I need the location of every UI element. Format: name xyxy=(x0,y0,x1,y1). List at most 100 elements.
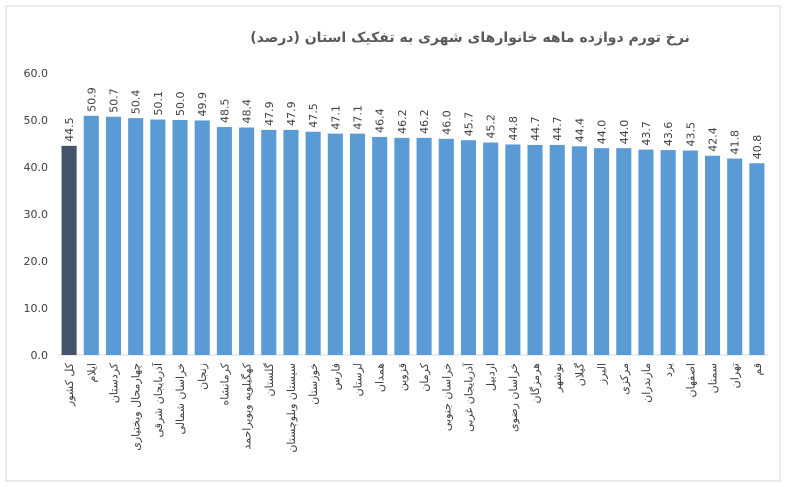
x-tick-label: چهارمحال وبختیاری xyxy=(130,363,143,451)
value-label: 44.7 xyxy=(529,116,542,141)
value-label: 44.5 xyxy=(63,117,76,142)
x-tick-label: ایلام xyxy=(85,363,98,383)
bar xyxy=(239,127,255,356)
x-tick-label: کرمان xyxy=(418,362,431,391)
bar xyxy=(305,131,321,355)
y-tick-label: 60.0 xyxy=(24,67,49,80)
y-tick-label: 10.0 xyxy=(24,302,49,315)
x-tick-label: زنجان xyxy=(196,363,209,390)
value-label: 50.0 xyxy=(174,92,187,117)
bar xyxy=(638,149,654,355)
value-label: 44.4 xyxy=(573,118,586,143)
bar xyxy=(549,144,565,355)
x-tick-label: گیلان xyxy=(573,362,586,386)
value-label: 47.1 xyxy=(352,105,365,130)
x-tick-label: خراسان شمالی xyxy=(174,363,187,435)
value-label: 46.2 xyxy=(396,109,409,134)
value-label: 46.2 xyxy=(418,109,431,134)
x-tick-label: هرمزگان xyxy=(529,363,542,404)
bar xyxy=(416,137,432,355)
value-label: 47.5 xyxy=(307,103,320,128)
value-label: 46.0 xyxy=(440,110,453,135)
value-label: 49.9 xyxy=(196,92,209,117)
x-tick-label: اصفهان xyxy=(684,363,697,397)
bar xyxy=(460,140,477,355)
x-tick-label: مرکزی xyxy=(618,363,631,395)
value-label: 44.0 xyxy=(596,120,609,145)
y-tick-label: 50.0 xyxy=(24,114,49,127)
value-label: 48.5 xyxy=(218,99,231,124)
value-label: 50.4 xyxy=(130,90,143,115)
value-label: 50.1 xyxy=(152,91,165,116)
bar xyxy=(616,148,632,355)
value-label: 43.5 xyxy=(684,122,697,147)
bar xyxy=(150,119,166,355)
x-tick-label: مازندران xyxy=(640,363,653,403)
value-label: 45.7 xyxy=(462,112,475,137)
x-tick-label: خوزستان xyxy=(307,363,320,405)
x-tick-label: اردبیل xyxy=(485,363,498,391)
bar xyxy=(83,115,99,356)
y-tick-label: 20.0 xyxy=(24,255,49,268)
x-tick-label: کردستان xyxy=(107,362,120,403)
bar xyxy=(327,133,343,355)
x-tick-label: آذربایجان شرقی xyxy=(151,362,165,437)
bar xyxy=(483,142,499,355)
value-label: 43.6 xyxy=(662,122,675,147)
value-label: 41.8 xyxy=(729,130,742,155)
x-tick-label: لرستان xyxy=(352,363,365,396)
x-tick-label: خراسان جنوبی xyxy=(440,363,453,431)
value-label: 44.7 xyxy=(551,116,564,141)
bar xyxy=(394,137,410,355)
bar xyxy=(128,118,144,356)
chart-title: نرخ تورم دوازده ماهه خانوارهای شهری به ت… xyxy=(250,30,690,46)
value-label: 40.8 xyxy=(751,135,764,160)
x-tick-label: خراسان رضوی xyxy=(507,363,520,432)
value-label: 46.4 xyxy=(374,108,387,133)
value-label: 45.2 xyxy=(485,114,498,139)
bar xyxy=(704,155,721,355)
bar xyxy=(749,163,765,355)
x-tick-label: یزد xyxy=(662,363,675,377)
bar xyxy=(505,144,521,355)
y-tick-label: 0.0 xyxy=(31,349,49,362)
x-tick-label: بوشهر xyxy=(551,363,564,393)
bar xyxy=(438,138,454,355)
bar xyxy=(172,120,188,355)
x-tick-label: آذربایجان غربی xyxy=(461,362,475,432)
bar xyxy=(349,133,366,355)
bar xyxy=(261,129,277,355)
value-label: 50.7 xyxy=(107,88,120,113)
x-tick-label: گلستان xyxy=(263,362,276,396)
value-label: 44.0 xyxy=(618,120,631,145)
bar xyxy=(194,120,210,355)
x-tick-label: کرمانشاه xyxy=(218,362,231,405)
x-tick-label: قم xyxy=(751,363,764,376)
x-tick-label: فارس xyxy=(329,363,342,390)
bar xyxy=(660,150,676,355)
bar xyxy=(727,158,743,355)
value-label: 44.8 xyxy=(507,116,520,141)
value-label: 47.9 xyxy=(263,101,276,126)
x-tick-label: کهگیلویه وبویراحمد xyxy=(241,362,254,449)
y-tick-label: 40.0 xyxy=(24,161,49,174)
x-tick-label: تهران xyxy=(729,363,742,388)
value-label: 48.4 xyxy=(241,99,254,124)
bar xyxy=(105,116,122,356)
value-label: 42.4 xyxy=(707,127,720,152)
bar xyxy=(682,150,698,355)
bar xyxy=(527,144,543,355)
bar xyxy=(372,136,388,355)
value-label: 47.1 xyxy=(329,105,342,130)
bar xyxy=(216,127,232,355)
x-tick-label: البرز xyxy=(596,363,609,385)
value-label: 47.9 xyxy=(285,101,298,126)
x-tick-label: سیستان وبلوچستان xyxy=(285,363,298,453)
value-label: 43.7 xyxy=(640,121,653,146)
bar xyxy=(571,146,587,355)
y-tick-label: 30.0 xyxy=(24,208,49,221)
bar xyxy=(61,145,77,355)
bar xyxy=(594,148,610,355)
